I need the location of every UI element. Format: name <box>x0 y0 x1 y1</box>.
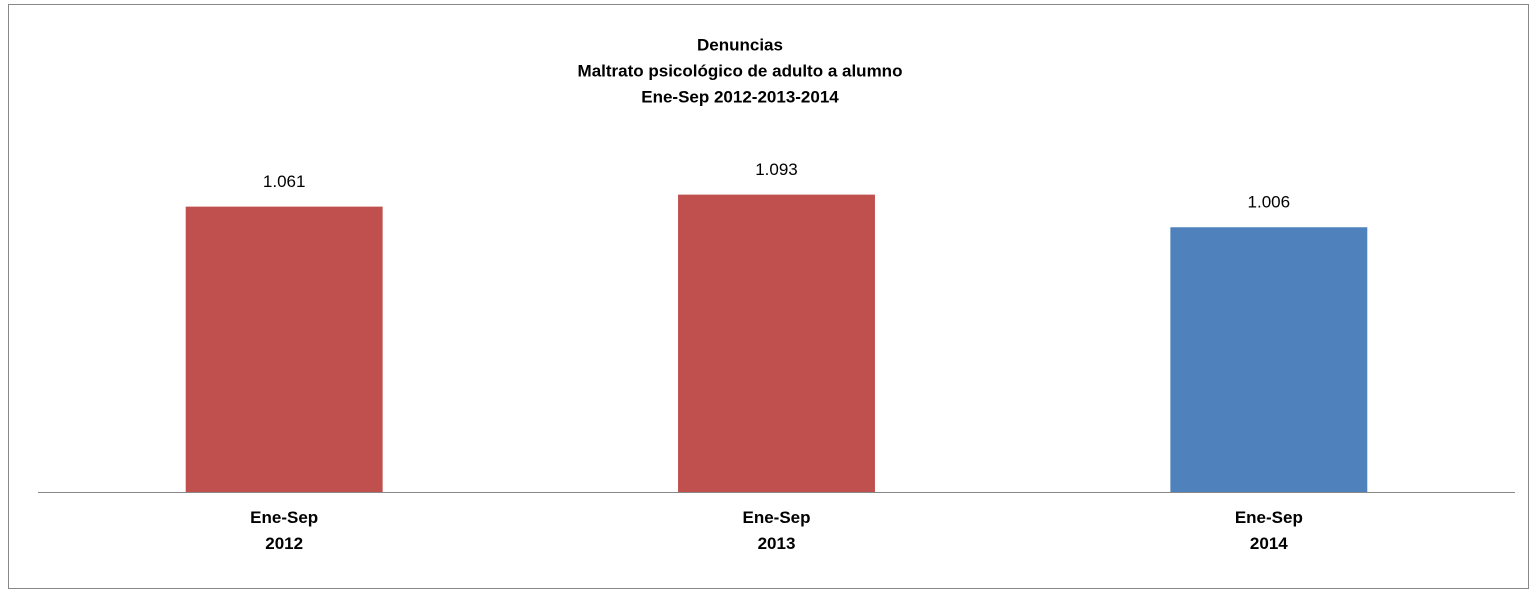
chart-title: Maltrato psicológico de adulto a alumno <box>578 61 903 80</box>
x-tick-label: Ene-Sep 2013 <box>742 508 810 553</box>
bar <box>1170 227 1368 492</box>
data-label: 1.061 <box>263 172 306 191</box>
chart-title: Denuncias <box>697 35 783 54</box>
data-label: 1.093 <box>755 160 798 179</box>
bar <box>185 206 383 492</box>
chart-title: Ene-Sep 2012-2013-2014 <box>641 87 839 106</box>
x-tick-label: Ene-Sep 2012 <box>250 508 318 553</box>
data-label: 1.006 <box>1248 193 1291 212</box>
bar <box>678 194 875 492</box>
x-tick-label: Ene-Sep 2014 <box>1235 508 1303 553</box>
